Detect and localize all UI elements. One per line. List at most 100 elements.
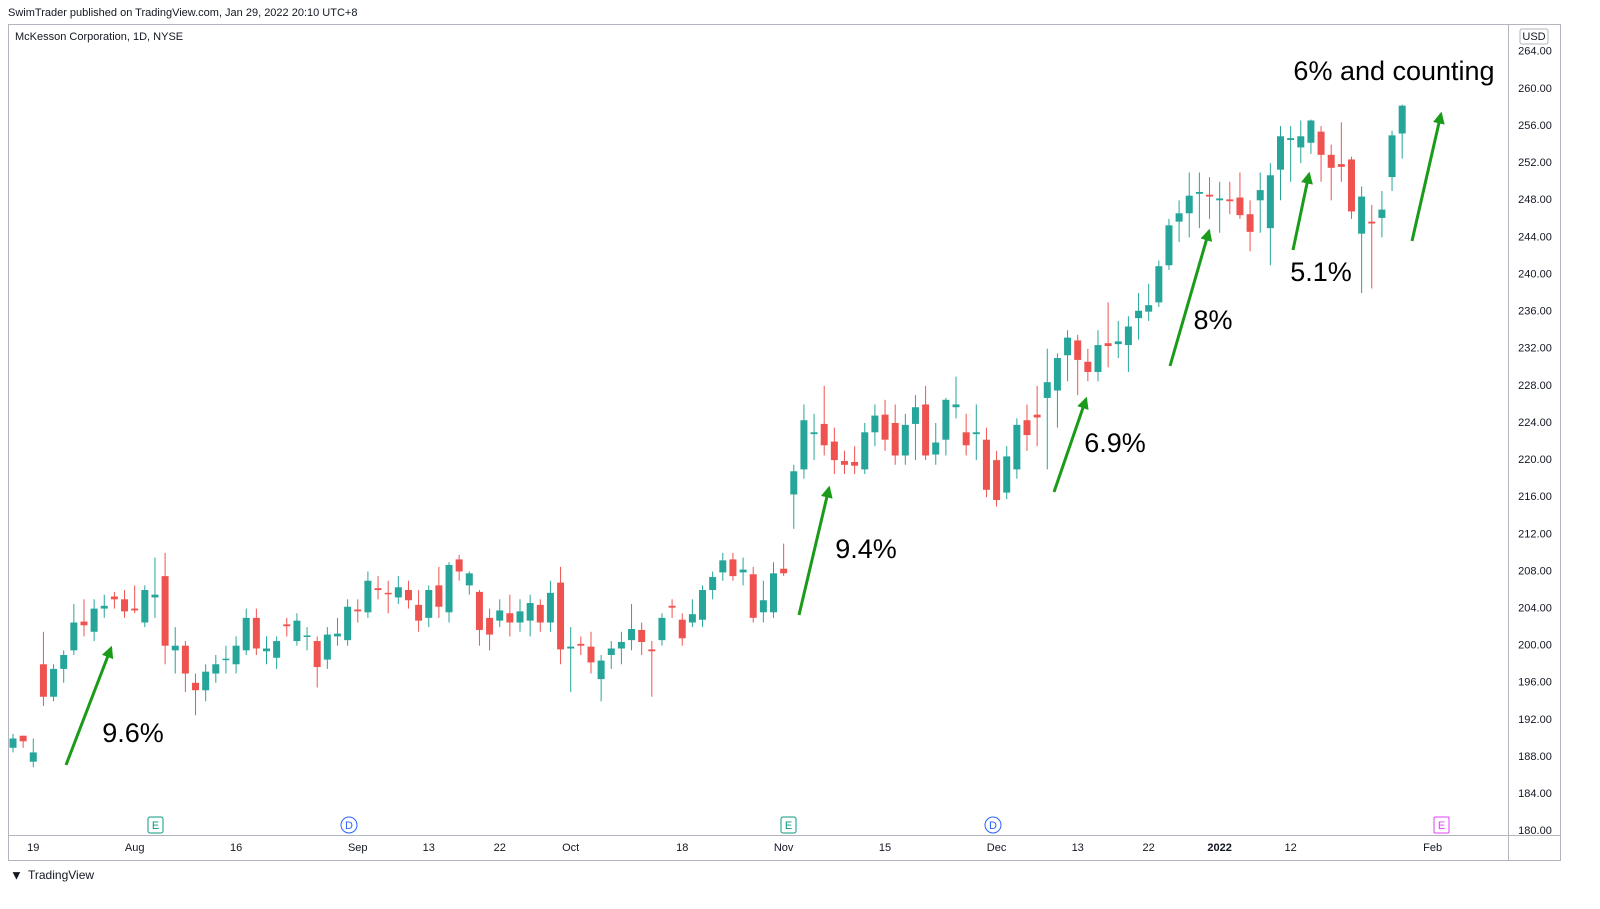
candle-body (1347, 159, 1355, 212)
annotation: 6.9% (1084, 428, 1146, 458)
candle-body (810, 432, 818, 435)
x-tick-label: 12 (1285, 842, 1297, 854)
x-tick-label: 13 (1072, 842, 1084, 854)
frame (8, 24, 1561, 861)
candle-body (1266, 175, 1274, 229)
candle-body (313, 641, 321, 668)
annotation: 5.1% (1290, 257, 1352, 287)
candle-body (1145, 305, 1153, 312)
y-tick-label: 256.00 (1518, 120, 1552, 132)
candle-body (861, 432, 869, 470)
candle-body (415, 604, 423, 621)
candle-body (242, 617, 250, 651)
candle-body (1216, 198, 1224, 201)
y-tick-label: 180.00 (1518, 825, 1552, 837)
event-marker (340, 816, 358, 834)
candle-body (496, 610, 504, 621)
y-tick-label: 216.00 (1518, 491, 1552, 503)
candle-body (90, 608, 98, 632)
candle-body (932, 442, 940, 455)
candle-body (1043, 382, 1051, 398)
candle-body (1358, 196, 1366, 234)
x-tick-label: 15 (879, 842, 891, 854)
y-tick-label: 200.00 (1518, 640, 1552, 652)
y-tick-label: 240.00 (1518, 268, 1552, 280)
x-tick-label: Aug (125, 842, 145, 854)
y-tick-label: 204.00 (1518, 602, 1552, 614)
events: E D E D E (147, 816, 1450, 834)
event-marker (1433, 816, 1450, 834)
candle-body (151, 594, 159, 598)
y-tick-label: 188.00 (1518, 751, 1552, 763)
candle-body (445, 564, 453, 613)
header: SwimTrader published on TradingView.com,… (8, 7, 357, 19)
candle-body (1053, 358, 1061, 391)
y-tick-label: 192.00 (1518, 714, 1552, 726)
candle-body (1317, 131, 1325, 155)
candle-body (577, 643, 585, 646)
candle-body (607, 648, 615, 655)
y-tick-label: 252.00 (1518, 157, 1552, 169)
candle-body (1277, 136, 1284, 170)
candle-body (617, 641, 625, 649)
candle-body (962, 432, 970, 446)
y-tick-label: 196.00 (1518, 677, 1552, 689)
currency-box (1519, 28, 1549, 45)
candle-body (729, 559, 737, 577)
y-tick-label: 208.00 (1518, 565, 1552, 577)
candle-body (1003, 456, 1011, 493)
candle-body (1226, 199, 1234, 202)
annotation: 9.6% (102, 718, 164, 748)
candle-body (1206, 194, 1214, 197)
candle-body (212, 664, 220, 674)
candle-body (1398, 105, 1406, 134)
annotation: 9.4% (835, 534, 897, 564)
y-tick-label: 244.00 (1518, 231, 1552, 243)
candle-body (1165, 225, 1173, 266)
candle-body (60, 654, 68, 669)
candle-body (141, 590, 149, 623)
footer: TradingView (28, 868, 94, 882)
candle-body (1155, 266, 1163, 303)
candle-body (506, 613, 514, 623)
candle-body (364, 580, 372, 613)
candle-body (800, 420, 808, 470)
candle-body (840, 461, 848, 465)
candle-body (1297, 136, 1305, 148)
x-tick-label: 2022 (1207, 842, 1231, 854)
candle-body (354, 609, 362, 612)
candle-body (303, 635, 311, 637)
currency: USD (1522, 31, 1545, 43)
candle-body (1388, 135, 1396, 178)
candle-body (942, 399, 950, 440)
candle-body (1114, 341, 1122, 345)
y-tick-label: 236.00 (1518, 306, 1552, 318)
x-tick-label: 22 (1143, 842, 1155, 854)
candle-body (952, 404, 960, 408)
candle-body (1175, 213, 1183, 222)
candle-body (50, 668, 58, 697)
candle-body (790, 471, 798, 495)
annotation: 6% and counting (1293, 56, 1494, 86)
candle-body (1023, 420, 1031, 436)
candle-body (780, 568, 788, 574)
candle-body (252, 617, 260, 649)
event-marker (780, 816, 797, 834)
candle-body (709, 577, 717, 591)
x-tick-label: Dec (987, 842, 1007, 854)
y-tick-label: 224.00 (1518, 417, 1552, 429)
candle-body (394, 587, 402, 598)
candle-body (70, 622, 78, 651)
candle-body (100, 605, 108, 609)
x-tick-label: 19 (27, 842, 39, 854)
x-tick-label: 16 (230, 842, 242, 854)
candle-body (1094, 345, 1102, 372)
candle-body (435, 585, 443, 607)
candle-body (1368, 221, 1376, 224)
candle-body (475, 591, 483, 630)
candle-body (344, 606, 352, 641)
candle-body (891, 423, 899, 456)
candle-body (465, 573, 473, 586)
candle-body (993, 460, 1001, 501)
